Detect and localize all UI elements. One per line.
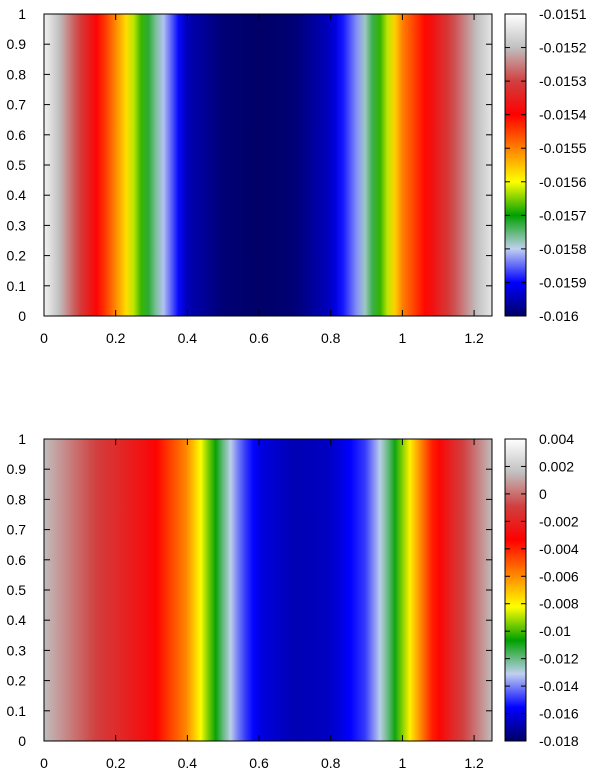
x-tick-label: 1.2 [464,330,484,346]
colorbar-tick-label: -0.0155 [539,140,587,156]
colorbar-tick-label: 0.004 [539,431,574,447]
x-tick-label: 0.4 [178,330,198,346]
y-tick-label: 0.3 [7,217,27,233]
colorbar-tick-label: -0.0152 [539,40,587,56]
x-tick-label: 0.2 [106,330,126,346]
heatmap-panel-top: 0 0.2 0.4 0.6 0.8 1 1.2 0 0.1 0.2 0.3 0.4 0.5 0.6 0.7 0… [7,6,587,346]
colorbar-tick-label: -0.0158 [539,241,587,257]
colorbar-tick-label: -0.008 [539,596,579,612]
x-tick-label: 1 [399,330,407,346]
y-tick-label: 0.5 [7,157,27,173]
colorbar-tick-label: -0.018 [539,733,579,749]
colorbar-tick-label: -0.012 [539,651,579,667]
heatmap-field [44,14,492,316]
x-tick-label: 0 [40,755,48,771]
x-tick-label: 0.6 [249,330,269,346]
y-tick-label: 0.4 [7,187,27,203]
y-tick-label: 0.4 [7,612,27,628]
y-tick-label: 0.1 [7,703,27,719]
colorbar [505,439,526,741]
x-tick-label: 0 [40,330,48,346]
y-tick-label: 0.2 [7,673,27,689]
x-tick-label: 0.8 [321,330,341,346]
colorbar-tick-label: -0.0156 [539,174,587,190]
y-tick-label: 0.7 [7,97,27,113]
y-tick-label: 0.8 [7,66,27,82]
colorbar-tick-label: -0.002 [539,513,579,529]
y-tick-label: 0.8 [7,491,27,507]
colorbar-tick-label: -0.0159 [539,274,587,290]
x-tick-label: 0.4 [178,755,198,771]
colorbar-tick-label: -0.016 [539,706,579,722]
y-tick-label: 0.3 [7,642,27,658]
colorbar-tick-label: -0.0157 [539,207,587,223]
colorbar-tick-label: -0.004 [539,541,579,557]
y-tick-label: 0.9 [7,461,27,477]
y-tick-label: 0.9 [7,36,27,52]
colorbar-frame [504,438,527,742]
y-tick-label: 1 [18,431,26,447]
colorbar-tick-label: -0.01 [539,623,571,639]
y-tick-label: 0.6 [7,127,27,143]
colorbar-tick-label: 0 [539,486,547,502]
colorbar-tick-label: -0.0151 [539,6,587,22]
colorbar-tick-label: -0.016 [539,308,579,324]
colorbar-tick-label: -0.014 [539,678,579,694]
y-tick-label: 0 [18,733,26,749]
x-tick-label: 0.2 [106,755,126,771]
y-tick-label: 0.2 [7,248,27,264]
x-tick-label: 0.6 [249,755,269,771]
y-tick-label: 0.5 [7,582,27,598]
y-tick-label: 1 [18,6,26,22]
y-tick-label: 0.7 [7,522,27,538]
colorbar-tick-label: 0.002 [539,458,574,474]
heatmap-field [44,439,492,741]
colorbar-tick-label: -0.0154 [539,107,587,123]
x-tick-label: 1 [399,755,407,771]
x-tick-label: 1.2 [464,755,484,771]
heatmap-panel-bottom: 0 0.2 0.4 0.6 0.8 1 1.2 0 0.1 0.2 0.3 0.4 0.5 0.6 0.7 0… [7,431,579,771]
y-tick-label: 0.6 [7,552,27,568]
colorbar-tick-label: -0.006 [539,568,579,584]
y-tick-label: 0.1 [7,278,27,294]
y-tick-label: 0 [18,308,26,324]
colorbar [505,14,526,316]
colorbar-tick-label: -0.0153 [539,73,587,89]
colorbar-frame [504,13,527,317]
x-tick-label: 0.8 [321,755,341,771]
